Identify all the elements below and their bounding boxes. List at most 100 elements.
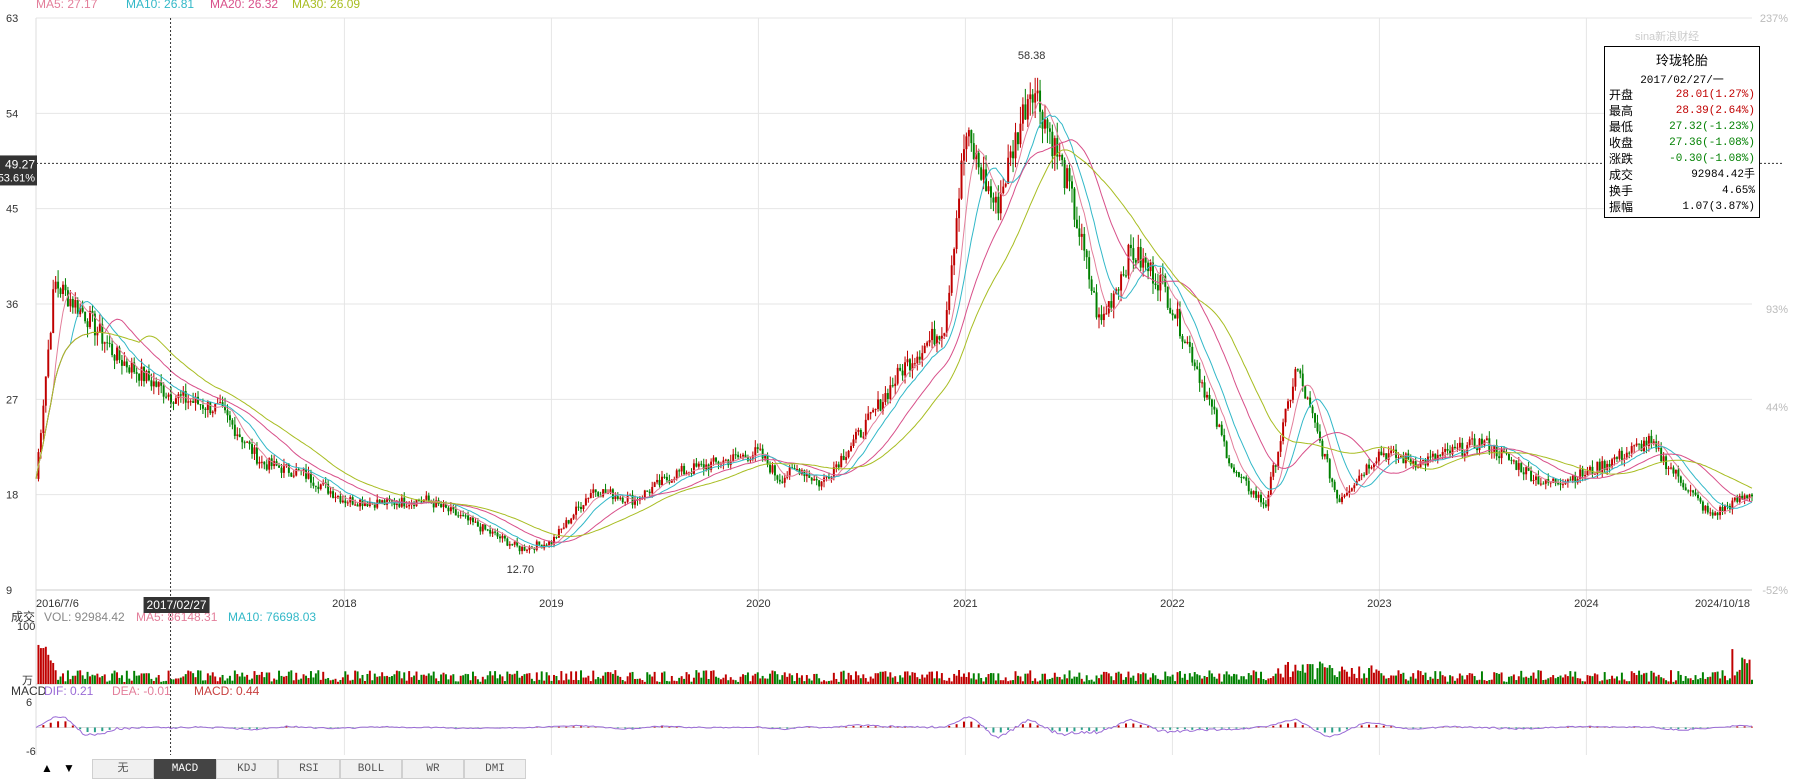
volume-bar — [562, 680, 565, 684]
macd-histogram-bar — [1537, 727, 1540, 729]
candle-body — [1569, 479, 1572, 481]
scroll-down-button[interactable]: ▼ — [63, 761, 75, 775]
volume-bar — [1449, 675, 1452, 684]
volume-bar — [1083, 681, 1086, 684]
tab-wr[interactable]: WR — [402, 759, 464, 779]
volume-bar — [594, 679, 597, 684]
candle-body — [1630, 446, 1633, 453]
candle-body — [712, 457, 715, 462]
volume-bar — [1699, 678, 1702, 684]
candle-body — [572, 514, 575, 519]
candle-body — [1301, 373, 1304, 387]
volume-bar — [1208, 670, 1211, 684]
candle-body — [258, 461, 261, 464]
volume-bar — [1110, 676, 1113, 684]
macd-histogram-bar — [1677, 727, 1680, 730]
volume-bar — [896, 681, 899, 684]
macd-y-tick: -6 — [26, 746, 36, 757]
volume-bar — [268, 672, 271, 684]
volume-bar — [550, 680, 553, 684]
volume-bar — [1311, 664, 1314, 684]
volume-bar — [1581, 681, 1584, 684]
candle-body — [290, 472, 293, 477]
volume-bar — [1630, 671, 1633, 684]
tab-boll[interactable]: BOLL — [340, 759, 402, 779]
candle-body — [1206, 394, 1208, 398]
volume-bar — [1751, 679, 1753, 684]
candle-body — [575, 506, 578, 515]
volume-bar — [1188, 673, 1191, 684]
candle-body — [1387, 453, 1390, 460]
volume-bar — [975, 679, 978, 684]
candle-body — [103, 342, 106, 344]
volume-bar — [1370, 665, 1373, 684]
candle-body — [1029, 94, 1032, 100]
candle-body — [1596, 461, 1599, 474]
volume-bar — [746, 672, 749, 684]
volume-bar — [1547, 678, 1550, 684]
volume-bar — [219, 677, 222, 684]
volume-bar — [1066, 678, 1069, 684]
info-key: 换手 — [1609, 184, 1634, 198]
info-key: 成交 — [1609, 168, 1634, 182]
candle-body — [435, 500, 438, 508]
candle-body — [948, 292, 951, 311]
candle-body — [1463, 453, 1466, 456]
volume-bar — [874, 673, 877, 684]
volume-bar — [823, 680, 826, 684]
volume-bar — [636, 678, 639, 684]
volume-bar — [1493, 672, 1496, 684]
candle-body — [1272, 465, 1275, 477]
candle-body — [1058, 155, 1061, 157]
volume-bar — [172, 679, 175, 684]
volume-bar — [1726, 680, 1729, 684]
volume-bar — [1655, 676, 1658, 684]
candle-body — [1561, 484, 1564, 486]
tab-macd[interactable]: MACD — [154, 759, 216, 779]
candle-body — [771, 465, 774, 473]
candle-body — [1701, 501, 1704, 511]
volume-bar — [1149, 677, 1152, 684]
volume-bar — [727, 680, 730, 684]
macd-histogram-bar — [1736, 726, 1739, 728]
candle-body — [1608, 463, 1611, 467]
candle-body — [1014, 132, 1017, 159]
tab-无[interactable]: 无 — [92, 759, 154, 779]
info-date: 2017/02/27/一 — [1640, 75, 1724, 87]
candle-body — [1179, 308, 1181, 337]
candle-body — [69, 298, 72, 307]
candle-body — [398, 503, 401, 507]
tab-kdj[interactable]: KDJ — [216, 759, 278, 779]
scroll-up-button[interactable]: ▲ — [41, 761, 53, 775]
tab-rsi[interactable]: RSI — [278, 759, 340, 779]
macd-histogram-bar — [1530, 727, 1533, 729]
candle-body — [1262, 502, 1265, 505]
tab-dmi[interactable]: DMI — [464, 759, 526, 779]
volume-bar — [580, 670, 582, 684]
volume-bar — [246, 674, 249, 684]
macd-histogram-bar — [57, 721, 60, 728]
macd-histogram-bar — [93, 727, 96, 733]
volume-bar — [1542, 680, 1545, 684]
volume-bar — [1510, 676, 1513, 684]
macd-histogram-bar — [1751, 726, 1753, 728]
candle-body — [359, 499, 362, 507]
candle-body — [1019, 123, 1022, 145]
volume-bar — [464, 673, 467, 684]
pct-y-tick: 237% — [1760, 13, 1788, 25]
volume-bar — [1530, 675, 1533, 684]
volume-bar — [133, 670, 136, 684]
volume-bar — [194, 677, 197, 684]
macd-histogram-bar — [535, 726, 538, 728]
volume-bar — [177, 678, 180, 684]
macd-histogram-bar — [1080, 727, 1083, 730]
candle-body — [1208, 394, 1211, 400]
volume-bar — [489, 671, 492, 684]
volume-bar — [751, 675, 754, 684]
volume-bar — [314, 673, 317, 684]
volume-bar — [1053, 672, 1056, 684]
macd-histogram-bar — [572, 726, 575, 728]
volume-bar — [1495, 673, 1498, 684]
candle-body — [967, 130, 970, 137]
